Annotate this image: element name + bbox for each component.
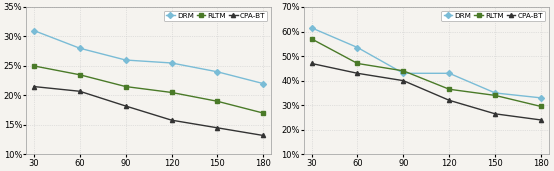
CPA-BT (122, 105, 129, 107)
DRM (308, 27, 315, 29)
DRM (260, 83, 266, 85)
RLTM (538, 106, 545, 108)
DRM (446, 72, 453, 74)
RLTM (354, 62, 361, 64)
CPA-BT (30, 86, 37, 88)
CPA-BT (354, 72, 361, 74)
CPA-BT (538, 119, 545, 121)
DRM (354, 47, 361, 49)
RLTM (214, 100, 221, 102)
CPA-BT (168, 119, 175, 121)
RLTM (308, 38, 315, 40)
CPA-BT (492, 113, 499, 115)
CPA-BT (260, 134, 266, 136)
Legend: DRM, RLTM, CPA-BT: DRM, RLTM, CPA-BT (164, 11, 268, 21)
DRM (492, 92, 499, 94)
RLTM (446, 88, 453, 90)
RLTM (76, 74, 83, 76)
DRM (538, 97, 545, 99)
DRM (168, 62, 175, 64)
Line: DRM: DRM (310, 26, 543, 100)
CPA-BT (446, 99, 453, 101)
DRM (76, 47, 83, 49)
Legend: DRM, RLTM, CPA-BT: DRM, RLTM, CPA-BT (442, 11, 545, 21)
RLTM (30, 65, 37, 67)
DRM (214, 71, 221, 73)
CPA-BT (400, 80, 407, 82)
Line: CPA-BT: CPA-BT (32, 84, 265, 138)
CPA-BT (308, 62, 315, 64)
DRM (400, 72, 407, 74)
Line: RLTM: RLTM (310, 37, 543, 109)
CPA-BT (76, 90, 83, 92)
RLTM (492, 94, 499, 96)
DRM (122, 59, 129, 61)
RLTM (168, 91, 175, 94)
RLTM (260, 112, 266, 114)
RLTM (122, 86, 129, 88)
Line: RLTM: RLTM (32, 64, 265, 115)
Line: DRM: DRM (32, 28, 265, 86)
CPA-BT (214, 127, 221, 129)
Line: CPA-BT: CPA-BT (310, 61, 543, 122)
RLTM (400, 70, 407, 72)
DRM (30, 30, 37, 32)
